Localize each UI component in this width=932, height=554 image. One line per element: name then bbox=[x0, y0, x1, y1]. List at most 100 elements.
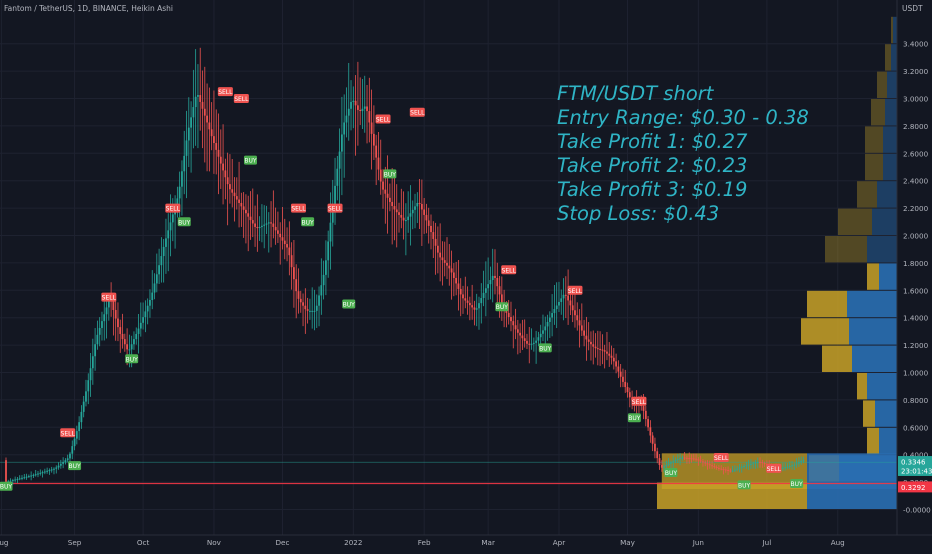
candle-body bbox=[258, 226, 261, 229]
sell-tag-label: SELL bbox=[568, 288, 583, 295]
buy-tag bbox=[342, 299, 356, 309]
candle-body bbox=[658, 458, 661, 465]
annotation-line: Take Profit 3: $0.19 bbox=[557, 178, 748, 201]
candle-body bbox=[279, 233, 282, 238]
candle-body bbox=[272, 223, 275, 227]
candle-body bbox=[608, 353, 611, 356]
price-label-bg bbox=[898, 456, 932, 468]
candle-body bbox=[564, 294, 567, 296]
candle-body bbox=[526, 340, 528, 344]
sell-tag-label: SELL bbox=[102, 295, 117, 302]
buy-tag bbox=[627, 413, 641, 423]
candle-body bbox=[686, 457, 688, 459]
sell-tag bbox=[101, 292, 117, 302]
y-tick-label: 2.2000 bbox=[903, 204, 929, 213]
candle-body bbox=[293, 267, 295, 280]
volume-bar-down bbox=[857, 181, 877, 208]
candle-body bbox=[27, 476, 30, 478]
candle-body bbox=[379, 169, 382, 182]
volume-bar-up bbox=[883, 153, 897, 181]
volume-bar-down bbox=[871, 99, 885, 126]
candle-body bbox=[731, 470, 734, 472]
candle-body bbox=[711, 465, 713, 467]
candle-body bbox=[297, 291, 300, 299]
candle-body bbox=[25, 476, 28, 478]
candle-body bbox=[466, 300, 469, 303]
candle-body bbox=[628, 392, 631, 398]
x-tick-label: Dec bbox=[276, 538, 290, 547]
candle-body bbox=[791, 465, 793, 467]
price-label: 23:01:43 bbox=[901, 467, 932, 475]
candle-body bbox=[318, 295, 320, 306]
candle-body bbox=[679, 457, 681, 460]
candle-body bbox=[484, 288, 487, 293]
candle-body bbox=[603, 350, 606, 352]
buy-tag bbox=[495, 302, 509, 312]
candle-body bbox=[210, 129, 213, 137]
candle-body bbox=[165, 238, 167, 247]
candle-body bbox=[162, 246, 165, 257]
candle-body bbox=[290, 255, 293, 268]
volume-bar-down bbox=[877, 71, 887, 98]
candle-body bbox=[727, 469, 729, 471]
buy-tag-label: BUY bbox=[496, 304, 509, 311]
grid bbox=[0, 0, 897, 535]
candle-body bbox=[233, 192, 236, 197]
candle-body bbox=[516, 329, 519, 333]
candle-body bbox=[151, 292, 154, 301]
candle-body bbox=[500, 294, 503, 303]
y-tick-label: 1.6000 bbox=[903, 286, 929, 295]
candle-body bbox=[325, 260, 327, 275]
candle-body bbox=[18, 478, 21, 480]
volume-bar-up bbox=[867, 373, 897, 400]
sell-tag bbox=[631, 396, 647, 406]
candle-body bbox=[434, 238, 437, 246]
candle-body bbox=[610, 355, 613, 358]
volume-bar-down bbox=[822, 345, 852, 372]
candle-body bbox=[690, 458, 693, 460]
candle-body bbox=[343, 122, 346, 135]
candle-body bbox=[144, 311, 147, 318]
candle-body bbox=[334, 185, 336, 204]
candle-body bbox=[222, 163, 224, 171]
candle-body bbox=[254, 223, 256, 227]
x-tick-label: Mar bbox=[481, 538, 495, 547]
volume-bar-down bbox=[891, 16, 893, 44]
candle-body bbox=[489, 280, 492, 285]
buy-tag bbox=[737, 480, 751, 490]
candle-body bbox=[539, 333, 542, 338]
candle-body bbox=[754, 462, 757, 464]
candle-body bbox=[386, 193, 389, 198]
candle-body bbox=[699, 460, 702, 462]
candle-body bbox=[498, 286, 501, 295]
candle-body bbox=[702, 461, 704, 463]
candle-body bbox=[66, 458, 69, 461]
y-tick-label: 3.2000 bbox=[903, 67, 929, 76]
candle-body bbox=[654, 443, 656, 452]
candle-body bbox=[126, 344, 129, 350]
volume-bar-up bbox=[879, 427, 897, 455]
candle-body bbox=[240, 202, 243, 207]
candle-body bbox=[427, 220, 430, 226]
candle-body bbox=[39, 472, 42, 474]
candle-body bbox=[743, 466, 745, 468]
volume-bar-up bbox=[867, 236, 897, 263]
candle-body bbox=[226, 177, 229, 185]
candle-body bbox=[535, 340, 538, 343]
candle-body bbox=[462, 294, 464, 299]
candle-body bbox=[32, 474, 35, 476]
candle-body bbox=[9, 480, 12, 482]
candle-body bbox=[320, 285, 323, 296]
candle-body bbox=[457, 283, 460, 289]
candle-body bbox=[231, 189, 234, 193]
candle-body bbox=[599, 348, 601, 350]
candle-body bbox=[626, 387, 629, 393]
currency-label: USDT bbox=[902, 4, 923, 13]
candle-body bbox=[185, 140, 188, 156]
candle-body bbox=[23, 477, 26, 479]
candle-body bbox=[745, 465, 748, 467]
candle-body bbox=[546, 321, 549, 327]
candle-body bbox=[622, 376, 624, 382]
candle-body bbox=[786, 466, 789, 468]
